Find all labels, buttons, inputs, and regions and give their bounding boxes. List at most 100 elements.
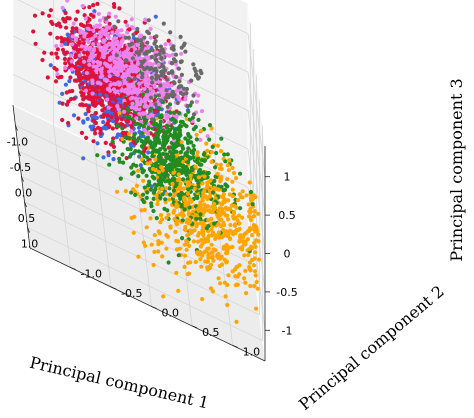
data-point [164, 191, 169, 197]
data-point [222, 280, 227, 285]
data-point [231, 210, 237, 216]
data-point [196, 239, 201, 244]
data-point [191, 239, 196, 244]
data-point [71, 113, 77, 118]
data-point [124, 58, 129, 64]
data-point [129, 143, 134, 148]
data-point [145, 114, 151, 119]
data-point [207, 123, 213, 128]
grid-line [247, 72, 266, 216]
data-point [208, 286, 214, 291]
data-point [154, 34, 159, 39]
data-point [60, 47, 66, 53]
data-point [161, 21, 166, 26]
data-point [221, 192, 226, 197]
data-point [253, 244, 258, 249]
data-point [122, 89, 127, 94]
data-point [143, 243, 148, 248]
data-point [182, 207, 187, 212]
data-point [244, 291, 249, 296]
data-point [222, 152, 227, 157]
data-point [176, 136, 181, 141]
data-point [164, 215, 169, 220]
data-point [198, 137, 203, 142]
data-point [130, 84, 135, 89]
data-point [157, 156, 162, 161]
data-point [101, 112, 106, 117]
data-point [186, 260, 191, 265]
data-point [195, 156, 200, 161]
data-point [174, 270, 179, 275]
data-point [88, 55, 93, 60]
data-point [194, 132, 199, 137]
data-point [209, 227, 214, 232]
data-point [185, 177, 190, 182]
data-point [70, 29, 75, 34]
data-point [184, 165, 189, 170]
data-point [185, 180, 190, 185]
data-point [149, 201, 154, 206]
data-point [186, 160, 191, 165]
data-point [75, 69, 81, 74]
data-point [141, 199, 146, 204]
data-point [145, 190, 150, 195]
data-point [171, 210, 176, 215]
data-point [124, 114, 129, 119]
data-point [81, 119, 86, 124]
data-point [148, 106, 153, 111]
data-point [73, 65, 78, 70]
data-point [163, 186, 169, 191]
data-point [120, 130, 125, 136]
x-tick-label: -0.5 [10, 161, 31, 174]
data-point [223, 159, 228, 164]
data-point [178, 204, 183, 209]
data-point [207, 194, 213, 199]
data-point [160, 69, 165, 74]
data-point [182, 242, 188, 247]
data-point [113, 14, 118, 19]
data-point [203, 259, 208, 264]
data-point [87, 58, 92, 63]
data-point [209, 159, 214, 164]
data-point [221, 227, 226, 233]
data-point [153, 157, 158, 162]
data-point [150, 117, 155, 122]
data-point [116, 19, 121, 24]
tick-labels: -1.0 -0.5 0.0 0.5 1.0 1.0 0.5 0.0 -0.5 -1.0 1 0.5 0 -… [7, 135, 298, 358]
data-point [201, 152, 206, 157]
data-point [210, 289, 216, 294]
data-point [217, 235, 222, 240]
data-point [185, 272, 190, 277]
data-point [101, 120, 106, 125]
data-point [60, 91, 65, 96]
data-point [118, 176, 123, 181]
data-point [92, 127, 97, 132]
data-point [155, 201, 160, 207]
data-point [81, 97, 86, 102]
data-point [167, 120, 172, 125]
data-point [195, 222, 200, 227]
data-point [212, 221, 217, 226]
data-point [213, 165, 218, 170]
data-point [115, 89, 120, 94]
data-point [198, 212, 203, 217]
data-point [178, 194, 183, 199]
data-point [70, 42, 75, 47]
data-point [166, 38, 171, 43]
data-point [168, 30, 173, 35]
data-point [158, 213, 164, 218]
data-point [152, 41, 157, 46]
data-point [242, 276, 247, 281]
data-point [145, 131, 150, 136]
data-point [148, 187, 153, 192]
data-point [183, 224, 188, 230]
data-point [172, 92, 177, 98]
data-point [121, 160, 126, 165]
data-point [98, 101, 103, 106]
data-point [165, 125, 170, 130]
data-point [199, 264, 204, 269]
data-point [60, 5, 65, 10]
data-point [119, 59, 124, 65]
data-point [204, 141, 209, 146]
data-point [209, 242, 214, 247]
